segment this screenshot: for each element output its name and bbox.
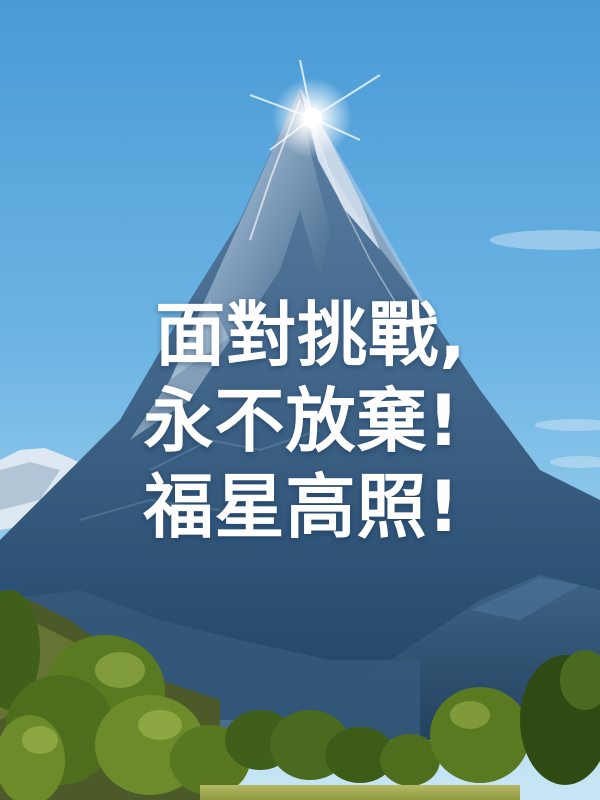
main-mountain: [0, 88, 600, 720]
cloud: [490, 230, 600, 250]
cloud: [550, 456, 600, 468]
tree-line: [0, 590, 600, 800]
cloud: [535, 419, 600, 431]
motivational-caption: 面對挑戰, 永不放棄! 福星高照!: [0, 292, 600, 550]
caption-line-1: 面對挑戰,: [155, 294, 467, 376]
caption-line-2: 永不放棄!: [143, 380, 461, 462]
caption-line-3: 福星高照!: [143, 466, 461, 548]
meadow: [200, 785, 520, 800]
